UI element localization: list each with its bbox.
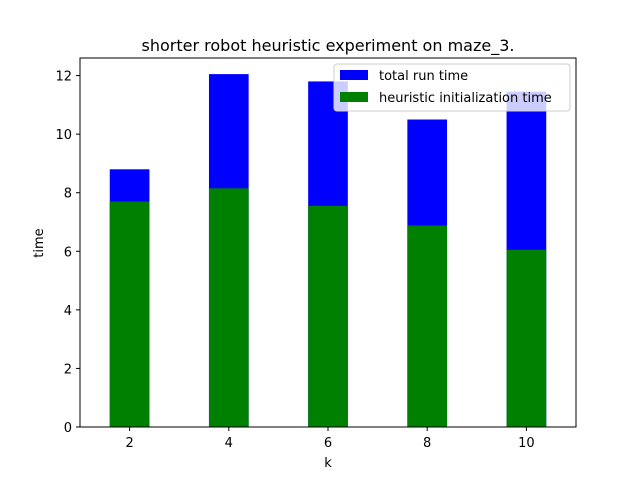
y-tick-label: 12 xyxy=(55,70,72,85)
y-tick-label: 10 xyxy=(55,128,72,143)
y-tick-label: 8 xyxy=(64,187,72,202)
x-tick-label: 2 xyxy=(125,436,133,451)
legend-box xyxy=(333,63,571,112)
x-axis-label: k xyxy=(324,456,332,471)
y-tick-label: 6 xyxy=(64,245,72,260)
bar-heuristic-initialization-time-k6 xyxy=(308,205,348,427)
y-tick-label: 2 xyxy=(64,362,72,377)
bar-heuristic-initialization-time-k8 xyxy=(407,225,448,427)
legend-label-heuristic-initialization-time: heuristic initialization time xyxy=(379,91,552,106)
chart-title: shorter robot heuristic experiment on ma… xyxy=(142,36,515,56)
bar-heuristic-initialization-time-k2 xyxy=(109,201,150,427)
bar-heuristic-initialization-time-k10 xyxy=(506,249,547,427)
x-tick-label: 8 xyxy=(423,436,431,451)
bars-layer xyxy=(109,74,547,428)
y-tick-label: 4 xyxy=(64,304,72,319)
y-axis-label: time xyxy=(32,228,47,257)
y-tick-label: 0 xyxy=(64,421,72,436)
ticks-layer: 2 4 6 8 10 0 2 4 6 8 10 12 xyxy=(55,70,534,451)
bar-heuristic-initialization-time-k4 xyxy=(208,188,249,427)
legend-swatch-heuristic-initialization-time xyxy=(340,92,368,102)
x-tick-label: 4 xyxy=(225,436,233,451)
x-tick-label: 10 xyxy=(518,436,535,451)
legend-label-total-run-time: total run time xyxy=(379,69,468,84)
legend-swatch-total-run-time xyxy=(340,70,368,80)
plot-frame xyxy=(79,57,577,428)
legend: total run time heuristic initialization … xyxy=(333,63,571,112)
x-tick-label: 6 xyxy=(324,436,332,451)
